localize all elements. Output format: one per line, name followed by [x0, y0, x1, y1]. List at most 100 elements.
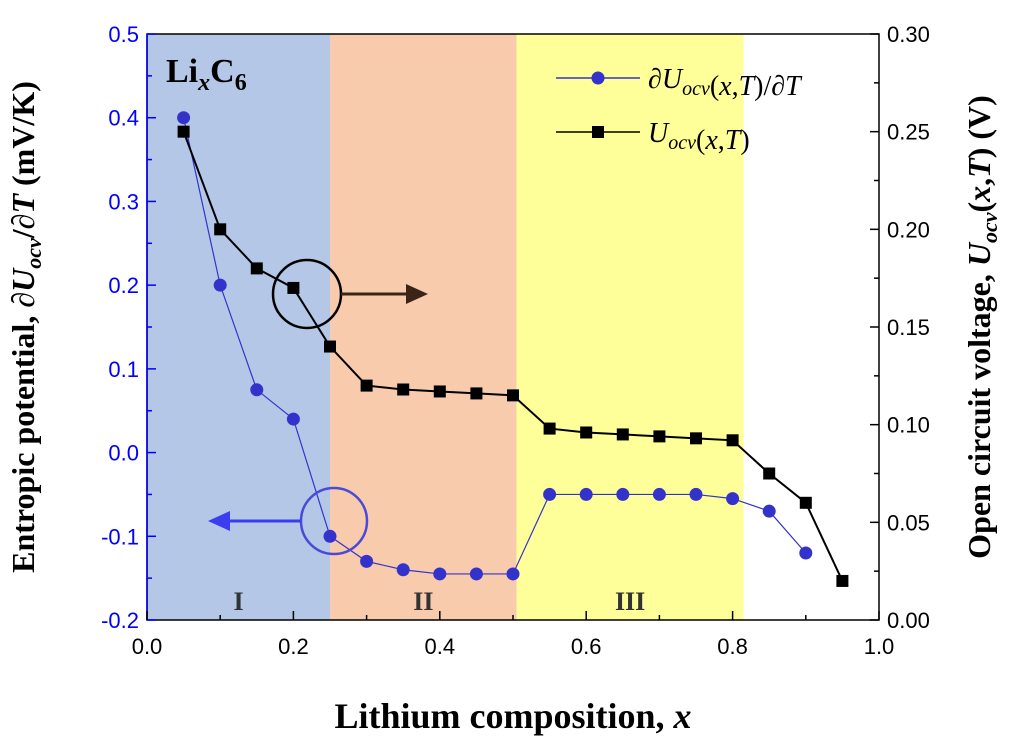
x-tick-label-1: 0.2	[278, 634, 309, 659]
series-1-point-10	[506, 567, 520, 581]
legend-text-part: ,	[718, 125, 725, 156]
annotation-arrow-right-head	[406, 284, 428, 304]
axis-title-part: Open circuit voltage,	[961, 266, 997, 559]
right-tick-label-5: 0.25	[887, 120, 930, 145]
series-2-point-3	[250, 262, 263, 275]
material-formula: LixC6	[166, 53, 247, 96]
series-2-point-10	[507, 389, 519, 402]
axis-title-part: ocv	[21, 238, 46, 269]
axis-title-part: (mV/K)	[5, 81, 41, 194]
axis-title-part: ) (V)	[961, 95, 997, 158]
axis-title-part: U	[5, 267, 41, 292]
series-2-point-18	[799, 496, 812, 509]
series-1-point-4	[286, 412, 300, 426]
series-1-point-6	[360, 554, 374, 568]
series-2-point-19	[836, 574, 849, 587]
material-part: 6	[235, 70, 247, 96]
legend-text-part: ocv	[668, 132, 696, 154]
series-2-point-11	[543, 422, 556, 435]
series-2-point-2	[214, 223, 227, 236]
right-tick-label-0: 0.00	[887, 608, 930, 633]
series-2-point-12	[580, 426, 593, 439]
legend-marker-1	[591, 71, 605, 85]
legend-text-part: T	[785, 71, 803, 102]
series-2-point-15	[690, 432, 702, 445]
axis-title-part: T	[5, 193, 41, 214]
x-tick-label-4: 0.8	[717, 634, 748, 659]
series-1-point-7	[396, 563, 410, 577]
axis-title-part: ,	[961, 178, 997, 186]
series-2-point-16	[726, 434, 739, 447]
legend-text-part: )	[740, 125, 749, 156]
legend-text-part: U	[648, 118, 670, 149]
legend-text-part: x	[704, 125, 718, 156]
legend-text-part: T	[739, 71, 757, 102]
series-2-point-13	[616, 428, 629, 441]
series-2-point-8	[433, 385, 446, 398]
legend-text-part: (	[710, 71, 719, 102]
axis-title-part: T	[961, 157, 997, 178]
left-tick-label-0: -0.2	[101, 608, 139, 633]
right-tick-label-6: 0.30	[887, 22, 930, 47]
right-tick-label-4: 0.20	[887, 217, 930, 242]
region-label-2: II	[413, 587, 433, 616]
left-tick-label-1: -0.1	[101, 524, 139, 549]
axis-title-part: ocv	[977, 212, 1002, 243]
x-tick-label-3: 0.6	[571, 634, 602, 659]
material-label: LixC6	[166, 53, 247, 96]
legend-label-2: Uocv(x,T)	[648, 118, 750, 156]
axis-title-part: Entropic potential, ∂	[5, 292, 41, 573]
series-1-point-2	[213, 278, 227, 292]
material-part: C	[210, 53, 235, 90]
series-1-point-13	[616, 487, 630, 501]
axis-title-part: (	[961, 202, 997, 213]
legend-text-part: ∂U	[648, 64, 684, 95]
series-1-point-15	[689, 487, 703, 501]
series-1-point-12	[579, 487, 593, 501]
series-markers	[177, 111, 849, 587]
left-axis-ticks: -0.2 -0.1 0.0 0.1 0.2 0.3 0.4 0.5	[101, 22, 156, 633]
axis-titles: Lithium composition, x Entropic potential…	[5, 81, 1002, 736]
axis-title-part: U	[961, 241, 997, 266]
series-2-point-9	[470, 387, 483, 400]
series-1-point-14	[652, 487, 666, 501]
x-axis-ticks: 0.0 0.2 0.4 0.6 0.8 1.0	[132, 611, 895, 659]
series-1-point-9	[469, 567, 483, 581]
legend-marker-2	[592, 126, 604, 138]
series-1-point-5	[323, 529, 337, 543]
series-2-point-17	[763, 467, 776, 480]
legend-text-part: (	[696, 125, 705, 156]
legend-text-part: ocv	[682, 78, 710, 100]
axis-title-part: /∂	[5, 214, 41, 240]
left-tick-label-7: 0.5	[108, 22, 139, 47]
region-3	[516, 34, 744, 620]
region-labels: I II III	[233, 587, 645, 616]
x-axis-title-var: x	[673, 696, 692, 736]
right-tick-label-2: 0.10	[887, 413, 930, 438]
legend-text-part: ,	[732, 71, 739, 102]
axis-title-part: x	[961, 186, 997, 203]
left-tick-label-6: 0.4	[108, 106, 139, 131]
material-part: Li	[166, 53, 198, 90]
right-axis-title: Open circuit voltage, Uocv(x,T) (V)	[961, 95, 1002, 559]
series-1-point-16	[726, 492, 740, 506]
region-label-3: III	[615, 587, 645, 616]
series-1-point-1	[177, 111, 191, 125]
series-1-point-17	[762, 504, 776, 518]
annotation-arrow-left-head	[208, 511, 230, 531]
left-tick-label-3: 0.1	[108, 357, 139, 382]
region-label-1: I	[233, 587, 243, 616]
series-1-point-18	[799, 546, 813, 560]
legend-text-part: )/∂	[754, 71, 785, 102]
legend-label-1: ∂Uocv(x,T)/∂T	[648, 64, 803, 102]
left-tick-label-5: 0.3	[108, 189, 139, 214]
right-tick-label-3: 0.15	[887, 315, 930, 340]
x-axis-title: Lithium composition, x	[334, 696, 691, 736]
right-axis-ticks: 0.00 0.05 0.10 0.15 0.20 0.25 0.30	[870, 22, 930, 633]
series-2-point-6	[360, 379, 373, 392]
series-1-point-11	[543, 487, 557, 501]
legend-text-part: x	[718, 71, 732, 102]
material-part: x	[197, 70, 210, 96]
x-tick-label-5: 1.0	[864, 634, 895, 659]
